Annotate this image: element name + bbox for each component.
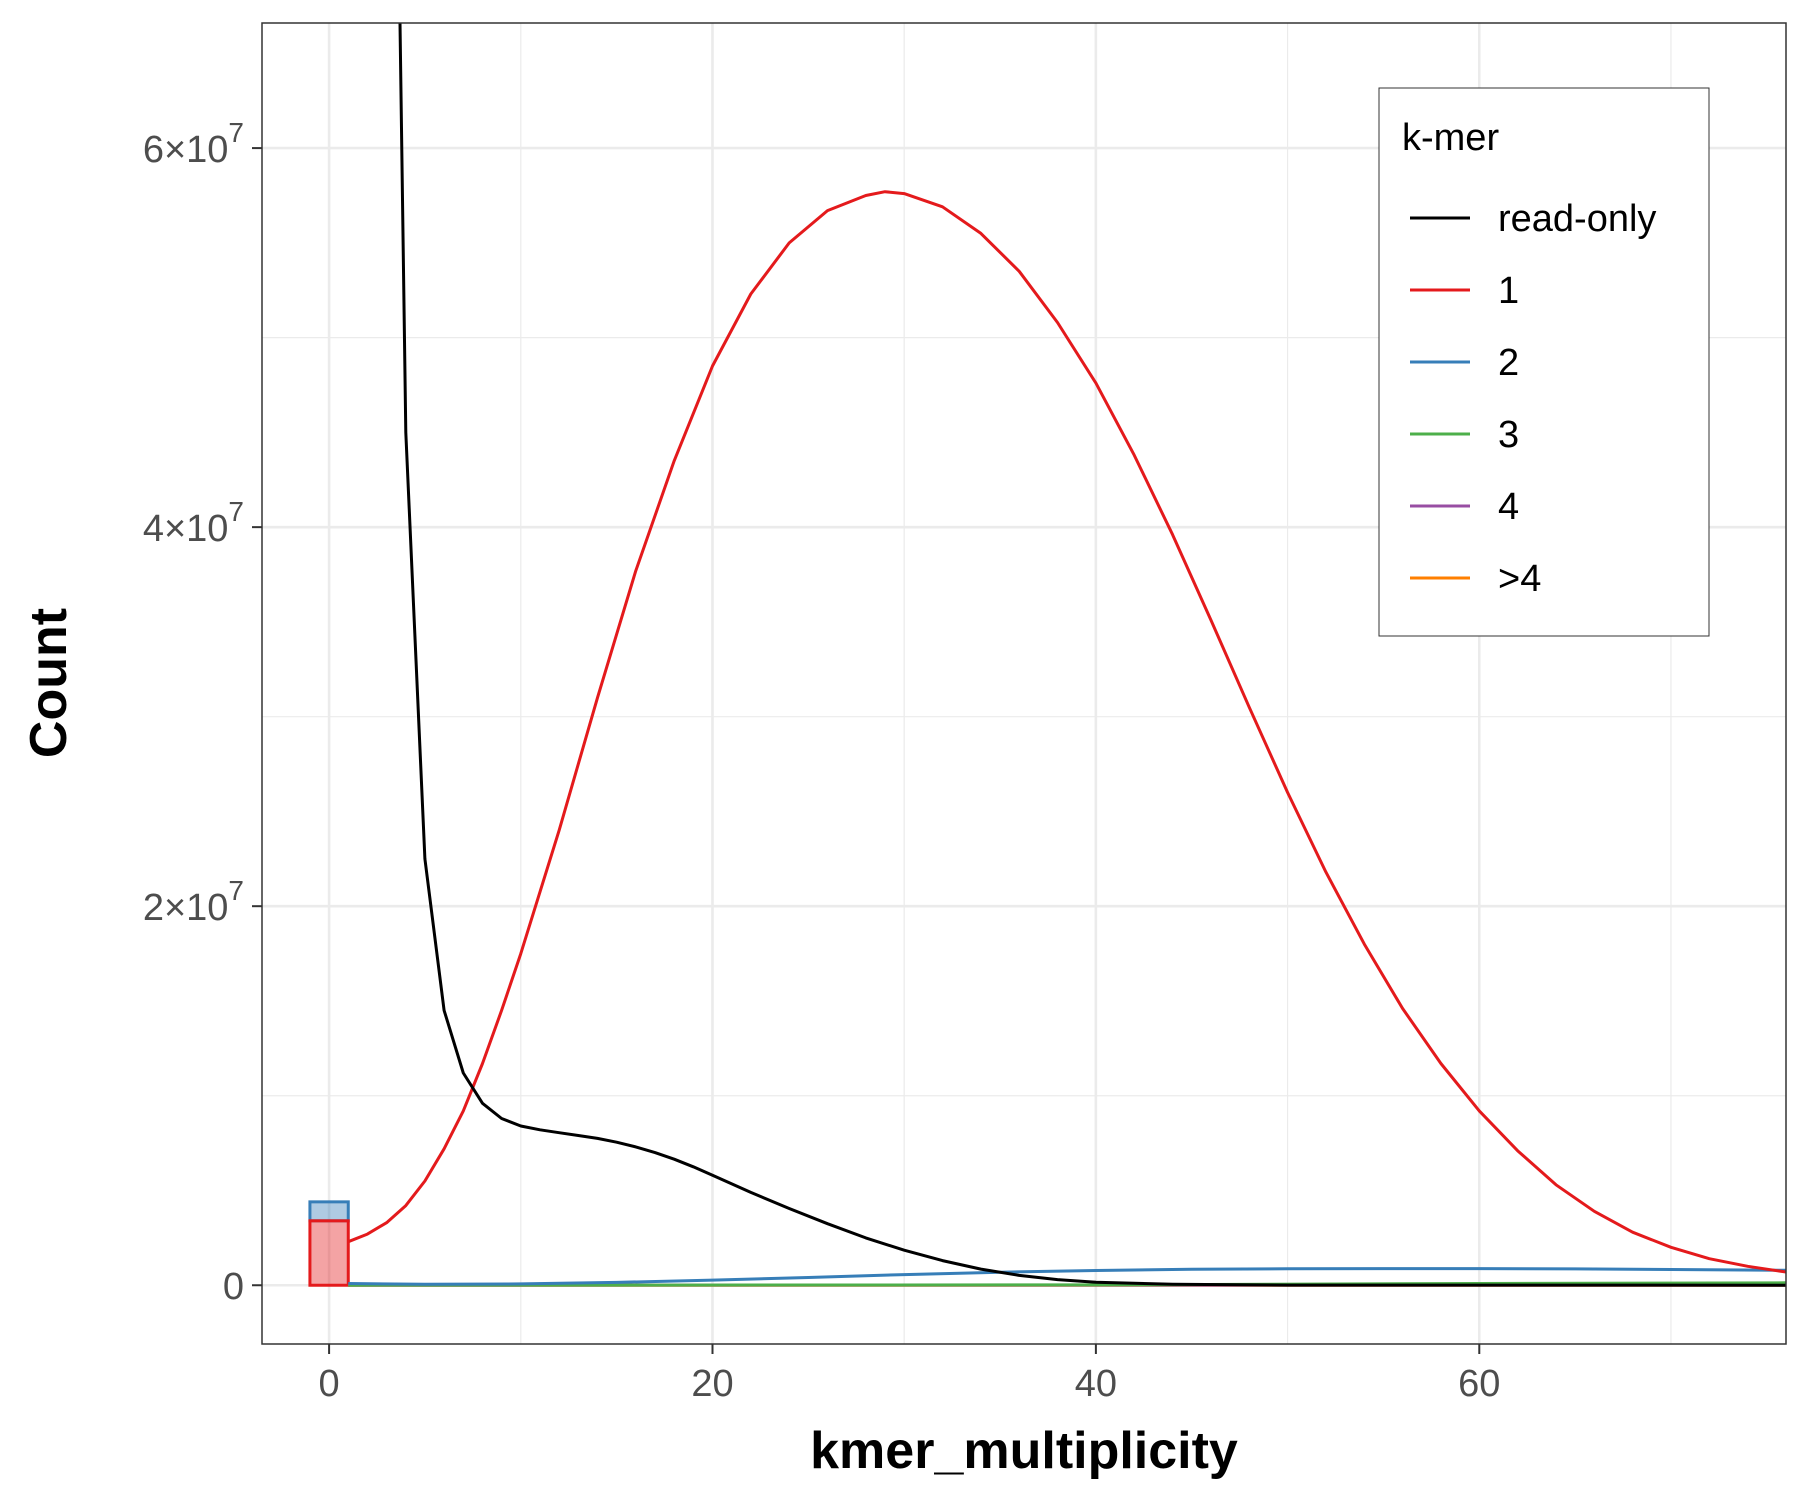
legend-label: 2 <box>1498 342 1519 384</box>
legend-label: 4 <box>1498 486 1519 528</box>
legend: k-mer read-only 1 2 3 4 >4 <box>1378 87 1710 637</box>
x-tick-label: 20 <box>691 1363 733 1405</box>
bar-2 <box>308 1200 350 1223</box>
series-lines <box>347 23 1786 1287</box>
legend-label: read-only <box>1498 198 1656 240</box>
legend-items: read-only 1 2 3 4 >4 <box>1410 198 1656 600</box>
x-tick-label: 60 <box>1458 1363 1500 1405</box>
x-tick-label: 40 <box>1075 1363 1117 1405</box>
y-tick-labels: 0 2×107 4×107 6×107 <box>143 117 244 1308</box>
y-tick-label: 0 <box>223 1266 244 1308</box>
plot-panel-border <box>261 22 1787 1345</box>
y-tick-label: 4×107 <box>143 496 244 550</box>
x-axis-title: kmer_multiplicity <box>810 1422 1238 1480</box>
y-tick-label: 6×107 <box>143 117 244 171</box>
y-axis-title: Count <box>20 608 78 758</box>
series-line-2 <box>348 1267 1786 1286</box>
series-line-1 <box>347 190 1786 1274</box>
x-tick-label: 0 <box>319 1363 340 1405</box>
bar-1 <box>308 1219 350 1287</box>
bars <box>308 1200 350 1287</box>
legend-label: >4 <box>1498 558 1541 600</box>
legend-label: 1 <box>1498 270 1519 312</box>
legend-label: 3 <box>1498 414 1519 456</box>
legend-title: k-mer <box>1402 117 1499 159</box>
axis-ticks <box>252 147 1481 1354</box>
y-tick-label: 2×107 <box>143 875 244 929</box>
series-line-read-only <box>398 23 1786 1287</box>
x-tick-labels: 0 20 40 60 <box>319 1363 1501 1405</box>
